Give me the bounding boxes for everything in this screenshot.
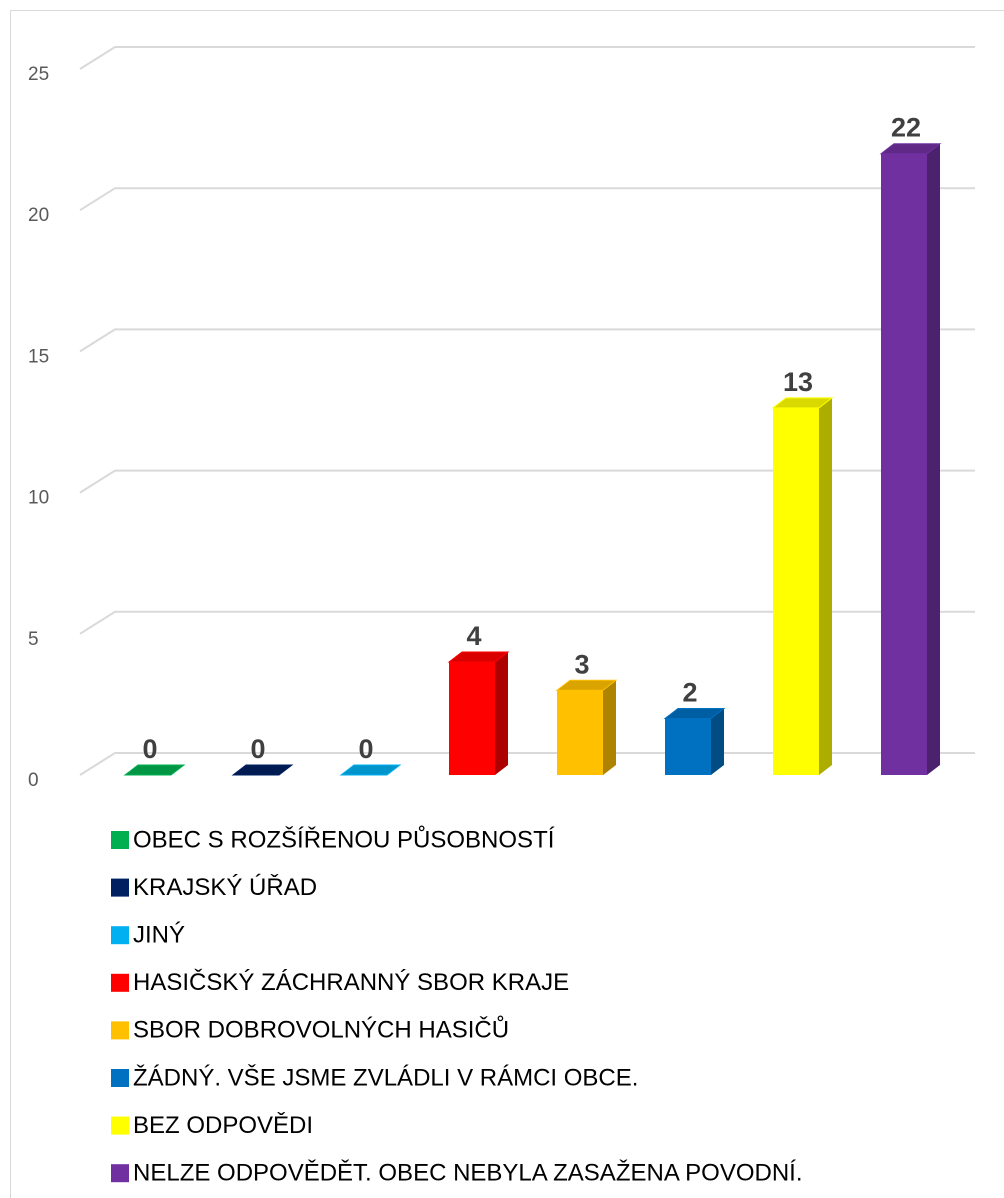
- value-label: 0: [250, 734, 265, 764]
- y-tick-label: 20: [28, 205, 49, 226]
- legend-swatch: [111, 1164, 129, 1183]
- bar-top: [339, 764, 402, 776]
- legend-label: JINÝ: [133, 922, 185, 949]
- bar-front: [881, 153, 927, 776]
- bar-side: [927, 143, 940, 776]
- bar-front: [773, 407, 819, 775]
- legend-label: NELZE ODPOVĚDĚT. OBEC NEBYLA ZASAŽENA PO…: [133, 1160, 803, 1187]
- bar-top: [879, 143, 942, 155]
- legend-swatch: [111, 926, 129, 945]
- bar-side: [603, 680, 616, 775]
- grid-line: [79, 46, 975, 70]
- legend-label: SBOR DOBROVOLNÝCH HASIČŮ: [133, 1015, 509, 1044]
- value-label: 0: [142, 734, 157, 764]
- grid-line: [79, 187, 975, 212]
- y-tick-label: 25: [28, 64, 49, 85]
- legend-label: KRAJSKÝ ÚŘAD: [133, 874, 317, 901]
- bar-side: [495, 652, 508, 775]
- legend-label: ŽÁDNÝ. VŠE JSME ZVLÁDLI V RÁMCI OBCE.: [133, 1063, 638, 1091]
- legend-swatch: [111, 973, 129, 992]
- chart-border: [10, 10, 1004, 1198]
- bar-front: [665, 718, 711, 775]
- y-tick-label: 15: [28, 346, 49, 367]
- legend-label: BEZ ODPOVĚDI: [133, 1112, 313, 1139]
- y-tick-label: 10: [28, 488, 49, 509]
- bar-top: [555, 679, 618, 691]
- value-label: 4: [466, 621, 481, 651]
- legend-swatch: [111, 878, 129, 897]
- grid-line: [79, 610, 975, 635]
- bar-top: [231, 764, 294, 776]
- legend-label: OBEC S ROZŠÍŘENOU PŮSOBNOSTÍ: [133, 824, 555, 853]
- bar-front: [557, 690, 603, 775]
- value-label: 13: [783, 367, 813, 397]
- legend-label: HASIČSKÝ ZÁCHRANNÝ SBOR KRAJE: [133, 968, 569, 996]
- value-label: 0: [358, 734, 373, 764]
- bar-front: [449, 662, 495, 775]
- y-tick-label: 5: [28, 629, 39, 650]
- bar-side: [819, 397, 832, 775]
- value-label: 3: [574, 649, 589, 679]
- grid-line: [79, 752, 975, 776]
- bar-top: [663, 708, 726, 720]
- y-tick-label: 0: [28, 770, 39, 791]
- value-label: 2: [682, 678, 697, 708]
- bar-top: [447, 651, 510, 663]
- legend-swatch: [111, 1069, 129, 1087]
- value-label: 22: [891, 113, 921, 143]
- bar-top: [771, 397, 834, 409]
- grid-line: [79, 469, 975, 494]
- legend-swatch: [111, 1116, 129, 1135]
- legend-swatch: [111, 1021, 129, 1040]
- bar-top: [123, 764, 186, 776]
- bar-side: [711, 708, 724, 775]
- grid-line: [79, 328, 975, 353]
- legend-swatch: [111, 831, 129, 849]
